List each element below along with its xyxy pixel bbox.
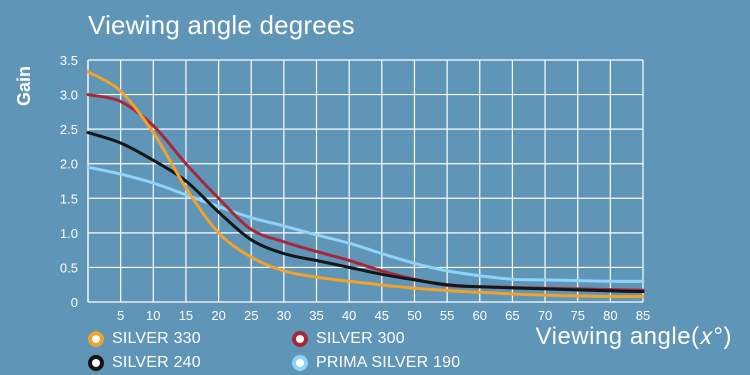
x-axis-label: Viewing angle(𝑥°): [535, 323, 732, 350]
series-layer: [86, 70, 645, 299]
x-tick-label: 60: [473, 308, 487, 323]
legend-item: SILVER 300: [292, 328, 405, 350]
y-tick-label: 3.0: [60, 88, 78, 103]
x-tick-label: 10: [146, 308, 160, 323]
x-tick-label: 5: [117, 308, 124, 323]
legend-label: SILVER 240: [112, 354, 201, 371]
series-line-prima-silver-190: [86, 165, 645, 283]
series-line-silver-330: [86, 70, 645, 299]
y-tick-label: 0: [71, 295, 78, 310]
x-tick-label: 15: [179, 308, 193, 323]
x-tick-label: 20: [211, 308, 225, 323]
tick-layer: 0 0.5 1.0 1.5 2.0 2.5 3.0 3.5 5 10 15 20 25 30 35 40 45 5…: [60, 53, 650, 323]
y-tick-label: 1.0: [60, 226, 78, 241]
x-tick-label: 85: [636, 308, 650, 323]
series-line-silver-240: [86, 131, 645, 294]
legend-swatch: [292, 355, 308, 371]
legend-label: PRIMA SILVER 190: [316, 354, 461, 371]
legend-item: PRIMA SILVER 190: [292, 352, 460, 374]
x-tick-label: 70: [538, 308, 552, 323]
x-tick-label: 65: [505, 308, 519, 323]
y-tick-label: 1.5: [60, 191, 78, 206]
x-tick-label: 45: [375, 308, 389, 323]
legend-item: SILVER 240: [88, 352, 201, 374]
x-tick-label: 30: [277, 308, 291, 323]
legend-item: SILVER 330: [88, 328, 201, 350]
legend-swatch: [292, 331, 308, 347]
y-tick-label: 3.5: [60, 53, 78, 68]
x-tick-label: 50: [407, 308, 421, 323]
x-tick-label: 75: [570, 308, 584, 323]
series-line-silver-300: [86, 93, 645, 292]
x-tick-label: 40: [342, 308, 356, 323]
y-tick-label: 2.5: [60, 122, 78, 137]
legend-label: SILVER 330: [112, 330, 201, 347]
y-tick-label: 0.5: [60, 260, 78, 275]
x-tick-label: 35: [309, 308, 323, 323]
x-tick-label: 55: [440, 308, 454, 323]
legend-swatch: [88, 355, 104, 371]
legend-label: SILVER 300: [316, 330, 405, 347]
legend-swatch: [88, 331, 104, 347]
x-tick-label: 25: [244, 308, 258, 323]
y-tick-label: 2.0: [60, 157, 78, 172]
x-tick-label: 80: [603, 308, 617, 323]
chart-title: Viewing angle degrees: [88, 10, 355, 40]
